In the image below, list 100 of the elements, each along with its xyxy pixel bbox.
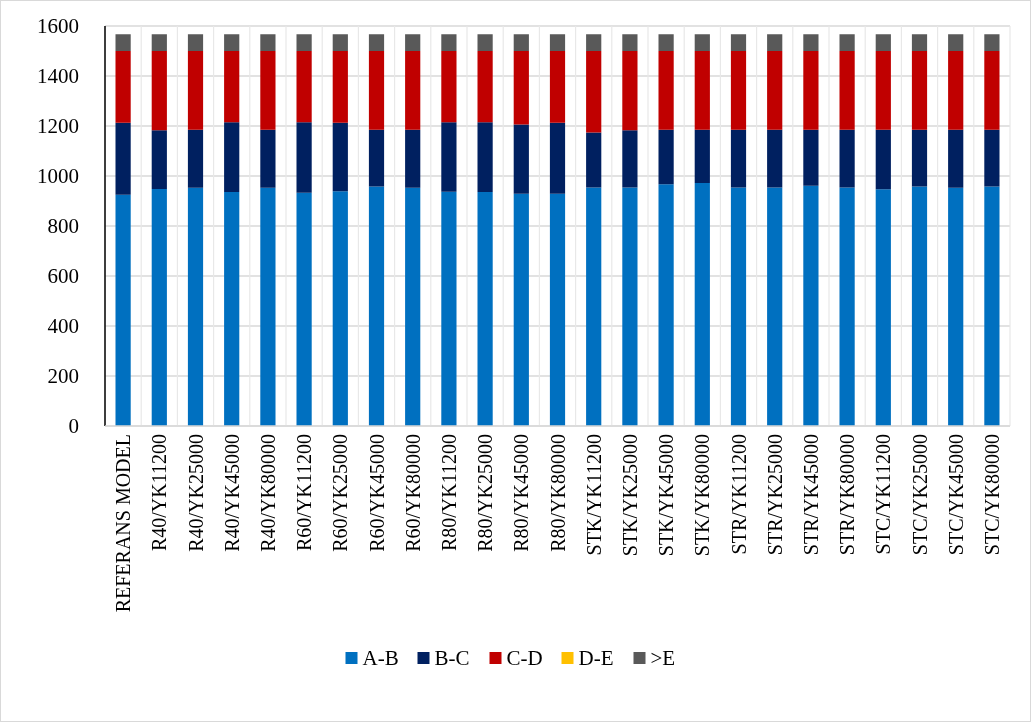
bar: [441, 122, 457, 192]
bar: [151, 34, 167, 51]
bar: [839, 129, 855, 188]
bar: [187, 34, 204, 51]
bar: [984, 129, 1000, 187]
x-tick-label: STK/YK25000: [618, 434, 641, 557]
bar: [730, 129, 747, 188]
x-tick-label: STK/YK11200: [582, 434, 605, 556]
bar: [658, 184, 674, 426]
x-tick-label: R60/YK25000: [329, 434, 352, 552]
bar: [513, 124, 529, 194]
x-tick-label: STK/YK45000: [655, 434, 678, 557]
bar: [984, 186, 1000, 426]
bar: [586, 132, 602, 188]
bar: [224, 122, 240, 192]
bar: [622, 187, 638, 426]
y-tick-label: 0: [68, 414, 79, 439]
bar: [405, 34, 421, 51]
bar: [730, 187, 747, 426]
bar: [513, 193, 529, 426]
bar: [658, 51, 674, 130]
bar: [730, 51, 747, 130]
bar: [911, 186, 928, 426]
bar: [296, 34, 312, 51]
bar: [549, 34, 566, 51]
bar: [803, 129, 819, 186]
x-tick-label: R60/YK11200: [293, 434, 316, 552]
bar: [658, 129, 674, 185]
bar: [839, 51, 855, 130]
bar: [477, 192, 493, 426]
bar: [730, 34, 747, 51]
y-tick-label: 1200: [37, 114, 79, 139]
bar: [948, 129, 964, 188]
bar: [694, 129, 710, 183]
bar: [115, 122, 131, 195]
bar: [405, 129, 421, 188]
bar: [296, 51, 312, 123]
bar: [549, 51, 566, 123]
bar: [224, 51, 240, 123]
bar: [513, 34, 529, 51]
bar: [441, 34, 457, 51]
x-tick-label: R60/YK80000: [401, 434, 424, 552]
bar: [151, 189, 167, 426]
bar: [332, 122, 348, 192]
bar: [549, 122, 566, 194]
bar: [948, 34, 964, 51]
bar: [948, 51, 964, 130]
bar: [332, 191, 348, 426]
bar: [441, 51, 457, 123]
bar: [694, 183, 710, 426]
legend-label: D-E: [578, 646, 614, 671]
x-tick-label: STC/YK80000: [980, 434, 1003, 556]
bar: [115, 34, 131, 51]
bar: [296, 192, 312, 426]
bar: [803, 185, 819, 426]
bar: [477, 122, 493, 192]
bar: [477, 51, 493, 123]
bar: [767, 34, 783, 51]
bar: [911, 51, 928, 130]
legend-label: C-D: [506, 646, 543, 671]
x-tick-label: STC/YK25000: [908, 434, 931, 556]
bar: [513, 51, 529, 125]
x-tick-label: R40/YK80000: [256, 434, 279, 552]
legend-label: B-C: [434, 646, 470, 671]
x-tick-label: REFERANS MODEL: [112, 434, 135, 613]
bar: [187, 51, 204, 130]
bar: [803, 34, 819, 51]
bar: [875, 129, 891, 190]
bar: [115, 51, 131, 123]
bar: [115, 194, 131, 426]
x-tick-label: STR/YK45000: [799, 434, 822, 556]
y-tick-label: 800: [47, 214, 79, 239]
bar: [694, 34, 710, 51]
bar: [224, 34, 240, 51]
bar: [477, 34, 493, 51]
y-tick-label: 200: [47, 364, 79, 389]
x-tick-label: R80/YK45000: [510, 434, 533, 552]
x-tick-label: STR/YK25000: [763, 434, 786, 556]
bar: [622, 51, 638, 131]
bar: [984, 51, 1000, 130]
x-tick-label: R40/YK25000: [184, 434, 207, 552]
x-tick-label: STK/YK80000: [691, 434, 714, 557]
x-tick-label: STC/YK45000: [944, 434, 967, 556]
bar: [187, 129, 204, 188]
x-tick-label: R60/YK45000: [365, 434, 388, 552]
x-tick-label: R40/YK11200: [148, 434, 171, 552]
bar: [224, 192, 240, 426]
bar: [368, 34, 385, 51]
bar: [984, 34, 1000, 51]
bar: [875, 34, 891, 51]
bar: [260, 187, 276, 426]
y-tick-label: 1400: [37, 64, 79, 89]
bar: [332, 34, 348, 51]
bar: [405, 187, 421, 426]
x-tick-label: STC/YK11200: [872, 434, 895, 555]
x-tick-label: R80/YK25000: [474, 434, 497, 552]
y-tick-label: 600: [47, 264, 79, 289]
bar: [332, 51, 348, 123]
bar: [405, 51, 421, 130]
bar: [875, 189, 891, 426]
